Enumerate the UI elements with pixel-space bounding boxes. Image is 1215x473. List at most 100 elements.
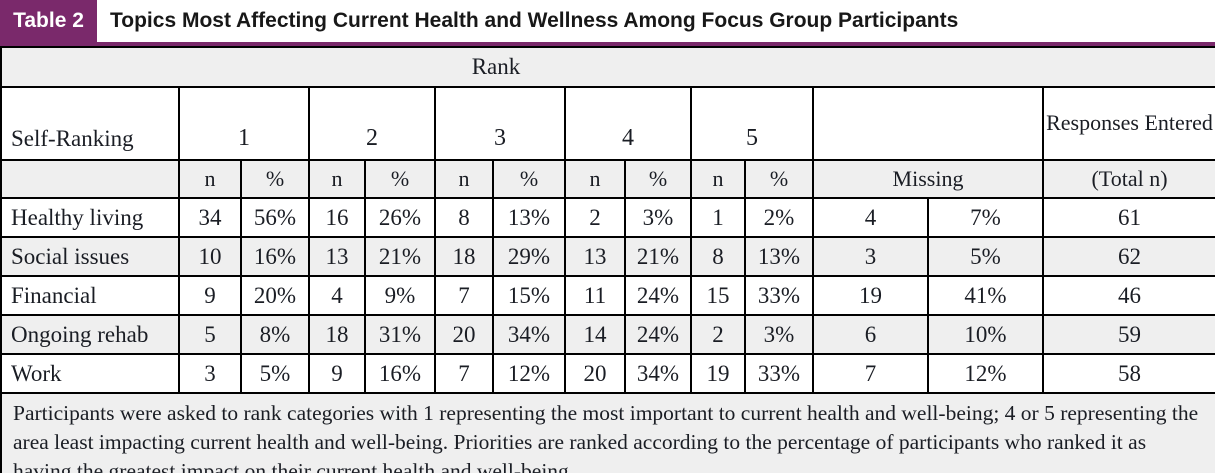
data-cell: 2 xyxy=(564,197,626,238)
data-cell: 20% xyxy=(240,275,310,316)
sub-header-pct-3: % xyxy=(492,159,566,199)
row-total: 62 xyxy=(1041,236,1215,277)
responses-entered-header: Responses Entered xyxy=(1041,86,1215,161)
data-cell: 26% xyxy=(364,197,436,238)
missing-group-spacer xyxy=(812,86,1044,161)
data-cell: 1 xyxy=(690,197,746,238)
data-cell: 7 xyxy=(434,353,494,394)
data-cell: 19 xyxy=(690,353,746,394)
data-cell: 3 xyxy=(178,353,242,394)
sub-header-pct-1: % xyxy=(240,159,310,199)
data-cell: 10 xyxy=(178,236,242,277)
data-cell: 9% xyxy=(364,275,436,316)
rank-group-5: 5 xyxy=(690,86,814,161)
table-footnote: Participants were asked to rank categori… xyxy=(0,392,1215,473)
rank-group-2: 2 xyxy=(308,86,436,161)
data-cell-missing-pct: 12% xyxy=(927,353,1044,394)
data-cell: 16% xyxy=(364,353,436,394)
table-row-work: Work 3 5% 9 16% 7 12% 20 34% 19 33% 7 12… xyxy=(0,353,1215,394)
data-cell: 4 xyxy=(308,275,366,316)
sub-header-pct-2: % xyxy=(364,159,436,199)
data-cell-missing-pct: 10% xyxy=(927,314,1044,355)
data-cell: 20 xyxy=(564,353,626,394)
row-label: Social issues xyxy=(0,236,180,277)
data-cell: 11 xyxy=(564,275,626,316)
sub-header-n-4: n xyxy=(564,159,626,199)
rank-group-3: 3 xyxy=(434,86,566,161)
table-row-ongoing-rehab: Ongoing rehab 5 8% 18 31% 20 34% 14 24% … xyxy=(0,314,1215,355)
data-cell: 2% xyxy=(744,197,814,238)
data-cell: 13 xyxy=(564,236,626,277)
row-label: Healthy living xyxy=(0,197,180,238)
data-cell: 5% xyxy=(240,353,310,394)
data-cell: 8 xyxy=(690,236,746,277)
data-cell: 21% xyxy=(624,236,692,277)
data-cell: 20 xyxy=(434,314,494,355)
sub-header-pct-5: % xyxy=(744,159,814,199)
data-cell-missing-n: 19 xyxy=(812,275,929,316)
table-row-healthy-living: Healthy living 34 56% 16 26% 8 13% 2 3% … xyxy=(0,197,1215,238)
sub-header-n-3: n xyxy=(434,159,494,199)
data-cell: 3% xyxy=(624,197,692,238)
table-number-badge: Table 2 xyxy=(0,0,97,42)
data-cell: 13 xyxy=(308,236,366,277)
sub-header-n-2: n xyxy=(308,159,366,199)
data-cell: 16 xyxy=(308,197,366,238)
table-title: Topics Most Affecting Current Health and… xyxy=(110,9,959,32)
accent-rule xyxy=(0,42,1215,46)
data-cell: 31% xyxy=(364,314,436,355)
row-total: 61 xyxy=(1041,197,1215,238)
data-cell: 15 xyxy=(690,275,746,316)
data-cell: 15% xyxy=(492,275,566,316)
data-cell: 13% xyxy=(492,197,566,238)
data-cell-missing-n: 3 xyxy=(812,236,929,277)
rank-header-label: Rank xyxy=(471,54,521,79)
data-cell-missing-pct: 5% xyxy=(927,236,1044,277)
data-cell: 16% xyxy=(240,236,310,277)
data-cell-missing-n: 4 xyxy=(812,197,929,238)
data-cell-missing-pct: 41% xyxy=(927,275,1044,316)
sub-header-n-1: n xyxy=(178,159,242,199)
data-cell: 24% xyxy=(624,314,692,355)
data-cell: 2 xyxy=(690,314,746,355)
data-cell: 34 xyxy=(178,197,242,238)
data-cell: 29% xyxy=(492,236,566,277)
data-cell: 33% xyxy=(744,353,814,394)
data-cell: 18 xyxy=(308,314,366,355)
row-label: Work xyxy=(0,353,180,394)
data-cell: 7 xyxy=(434,275,494,316)
row-label: Financial xyxy=(0,275,180,316)
data-cell: 5 xyxy=(178,314,242,355)
rank-group-1: 1 xyxy=(178,86,310,161)
row-total: 59 xyxy=(1041,314,1215,355)
data-cell: 21% xyxy=(364,236,436,277)
sub-header-pct-4: % xyxy=(624,159,692,199)
row-total: 58 xyxy=(1041,353,1215,394)
table-row-social-issues: Social issues 10 16% 13 21% 18 29% 13 21… xyxy=(0,236,1215,277)
rank-group-header-row: Self-Ranking 1 2 3 4 5 Responses Entered xyxy=(0,86,1215,161)
data-cell: 8% xyxy=(240,314,310,355)
table-titlebar: Table 2 Topics Most Affecting Current He… xyxy=(0,0,1215,42)
rank-header-cell: Rank xyxy=(1,46,1215,88)
data-cell: 34% xyxy=(624,353,692,394)
data-cell: 18 xyxy=(434,236,494,277)
footnote-row: Participants were asked to rank categori… xyxy=(0,392,1215,473)
sub-header-spacer xyxy=(0,159,180,199)
row-label: Ongoing rehab xyxy=(0,314,180,355)
data-cell: 14 xyxy=(564,314,626,355)
data-cell: 56% xyxy=(240,197,310,238)
sub-header-row: n % n % n % n % n % Missing (Total n) xyxy=(0,159,1215,199)
data-cell: 24% xyxy=(624,275,692,316)
data-cell: 3% xyxy=(744,314,814,355)
data-cell: 34% xyxy=(492,314,566,355)
data-cell-missing-pct: 7% xyxy=(927,197,1044,238)
row-total: 46 xyxy=(1041,275,1215,316)
rank-group-4: 4 xyxy=(564,86,692,161)
data-cell-missing-n: 7 xyxy=(812,353,929,394)
data-cell-missing-n: 6 xyxy=(812,314,929,355)
table-row-financial: Financial 9 20% 4 9% 7 15% 11 24% 15 33%… xyxy=(0,275,1215,316)
data-cell: 9 xyxy=(308,353,366,394)
rank-header-row: Rank xyxy=(1,46,1215,88)
self-ranking-header: Self-Ranking xyxy=(0,86,180,161)
